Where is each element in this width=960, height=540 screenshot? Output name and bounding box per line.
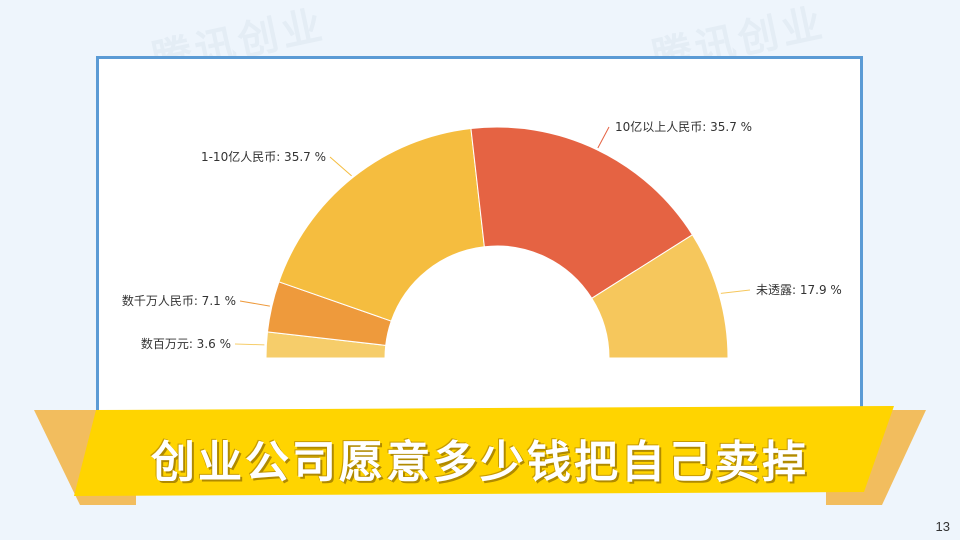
slice-3 xyxy=(470,126,694,299)
slice-label-1: 数千万人民币: 7.1 % xyxy=(122,293,236,308)
slice-label-2: 1-10亿人民币: 35.7 % xyxy=(201,149,326,164)
banner-title: 创业公司愿意多少钱把自己卖掉 xyxy=(151,437,809,488)
leader-line-0 xyxy=(234,343,265,346)
slice-2 xyxy=(278,127,485,322)
slice-label-4: 未透露: 17.9 % xyxy=(756,283,842,297)
leader-line-2 xyxy=(329,156,352,177)
leader-line-3 xyxy=(597,126,610,149)
page-number: 13 xyxy=(935,519,950,534)
slice-label-3: 10亿以上人民币: 35.7 % xyxy=(615,119,752,134)
slice-label-0: 数百万元: 3.6 % xyxy=(141,336,231,351)
slice-4 xyxy=(591,234,729,359)
leader-line-1 xyxy=(239,300,270,307)
leader-line-4 xyxy=(720,289,751,294)
